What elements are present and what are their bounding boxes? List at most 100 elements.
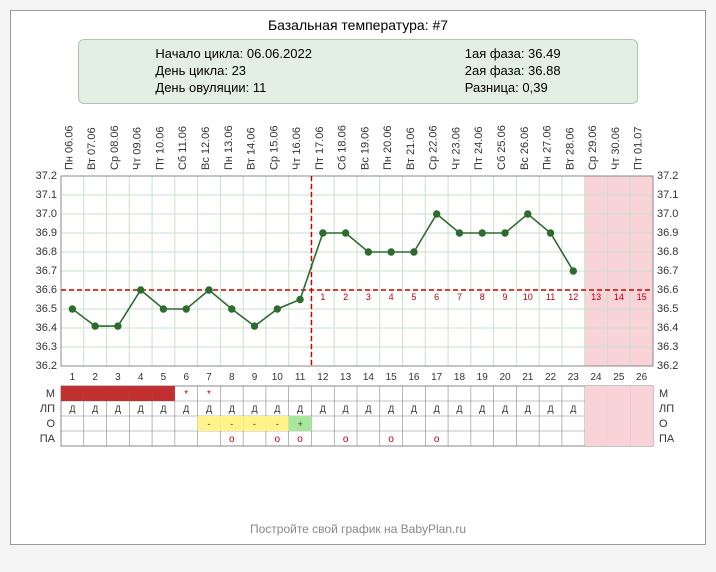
svg-text:8: 8 (480, 292, 485, 302)
svg-text:Вт 21.06: Вт 21.06 (405, 127, 417, 170)
svg-text:9: 9 (502, 292, 507, 302)
svg-text:19: 19 (477, 372, 489, 383)
svg-text:Пн 13.06: Пн 13.06 (223, 125, 235, 170)
svg-text:36.4: 36.4 (657, 322, 678, 334)
svg-text:-: - (208, 419, 211, 429)
svg-text:Д: Д (206, 404, 212, 414)
svg-text:36.3: 36.3 (657, 341, 678, 353)
svg-text:Пн 20.06: Пн 20.06 (382, 125, 394, 170)
svg-text:Д: Д (388, 404, 394, 414)
svg-text:1: 1 (70, 372, 76, 383)
svg-text:21: 21 (522, 372, 534, 383)
svg-text:Д: Д (434, 404, 440, 414)
svg-text:Чт 09.06: Чт 09.06 (132, 127, 144, 170)
svg-text:11: 11 (295, 372, 306, 383)
svg-text:15: 15 (386, 372, 398, 383)
svg-text:o: o (388, 434, 394, 445)
svg-text:Ср 29.06: Ср 29.06 (587, 125, 599, 170)
svg-text:o: o (297, 434, 303, 445)
svg-text:37.0: 37.0 (657, 208, 678, 220)
svg-text:13: 13 (340, 372, 352, 383)
svg-text:О: О (46, 418, 55, 430)
info-right: 1ая фаза: 36.49 2ая фаза: 36.88 Разница:… (465, 46, 561, 97)
svg-text:1: 1 (320, 292, 325, 302)
svg-text:25: 25 (613, 372, 625, 383)
svg-text:15: 15 (637, 292, 647, 302)
chart-area: 36.236.236.336.336.436.436.536.536.636.6… (19, 116, 697, 516)
svg-text:*: * (184, 389, 188, 400)
svg-text:17: 17 (431, 372, 443, 383)
svg-text:5: 5 (161, 372, 167, 383)
svg-text:5: 5 (411, 292, 416, 302)
svg-text:36.4: 36.4 (36, 322, 57, 334)
info-diff: Разница: 0,39 (465, 80, 561, 97)
svg-text:37.1: 37.1 (36, 189, 57, 201)
svg-text:Д: Д (411, 404, 417, 414)
svg-text:14: 14 (614, 292, 624, 302)
info-cycle-start: Начало цикла: 06.06.2022 (155, 46, 312, 63)
svg-text:ЛП: ЛП (659, 403, 674, 415)
svg-text:6: 6 (434, 292, 439, 302)
svg-text:9: 9 (252, 372, 258, 383)
svg-text:12: 12 (317, 372, 329, 383)
svg-text:20: 20 (499, 372, 511, 383)
info-box: Начало цикла: 06.06.2022 День цикла: 23 … (78, 39, 638, 104)
svg-text:Ср 08.06: Ср 08.06 (109, 125, 121, 170)
svg-text:Вс 26.06: Вс 26.06 (519, 126, 531, 169)
svg-text:Чт 30.06: Чт 30.06 (610, 127, 622, 170)
svg-text:36.9: 36.9 (657, 227, 678, 239)
svg-text:37.0: 37.0 (36, 208, 57, 220)
svg-text:22: 22 (545, 372, 557, 383)
svg-text:Пн 27.06: Пн 27.06 (542, 125, 554, 170)
chart-title: Базальная температура: #7 (19, 17, 697, 33)
svg-text:36.5: 36.5 (36, 303, 57, 315)
svg-text:10: 10 (272, 372, 284, 383)
svg-text:ПА: ПА (40, 433, 56, 445)
svg-text:Вт 07.06: Вт 07.06 (86, 127, 98, 170)
svg-text:+: + (297, 419, 302, 429)
svg-text:Ср 22.06: Ср 22.06 (428, 125, 440, 170)
svg-text:Д: Д (502, 404, 508, 414)
svg-text:12: 12 (568, 292, 578, 302)
svg-text:o: o (434, 434, 440, 445)
svg-text:7: 7 (206, 372, 212, 383)
svg-text:8: 8 (229, 372, 235, 383)
svg-text:36.3: 36.3 (36, 341, 57, 353)
svg-text:Пт 10.06: Пт 10.06 (154, 126, 166, 170)
svg-text:Д: Д (160, 404, 166, 414)
svg-text:ПА: ПА (659, 433, 675, 445)
svg-text:4: 4 (138, 372, 144, 383)
svg-text:Д: Д (547, 404, 553, 414)
svg-text:Д: Д (456, 404, 462, 414)
footer-text: Постройте свой график на BabyPlan.ru (19, 522, 697, 536)
svg-text:2: 2 (92, 372, 98, 383)
svg-text:Сб 18.06: Сб 18.06 (337, 125, 349, 170)
svg-text:Сб 11.06: Сб 11.06 (177, 126, 189, 170)
svg-text:o: o (275, 434, 281, 445)
info-phase1: 1ая фаза: 36.49 (465, 46, 561, 63)
svg-text:Вт 28.06: Вт 28.06 (564, 127, 576, 170)
svg-text:Д: Д (343, 404, 349, 414)
svg-text:Д: Д (138, 404, 144, 414)
svg-text:6: 6 (183, 372, 189, 383)
svg-text:o: o (343, 434, 349, 445)
svg-text:36.7: 36.7 (657, 265, 678, 277)
svg-text:2: 2 (343, 292, 348, 302)
svg-text:Сб 25.06: Сб 25.06 (496, 125, 508, 170)
svg-text:37.2: 37.2 (36, 170, 57, 182)
svg-text:Д: Д (92, 404, 98, 414)
svg-text:10: 10 (523, 292, 533, 302)
svg-text:Д: Д (183, 404, 189, 414)
svg-text:36.6: 36.6 (657, 284, 678, 296)
info-phase2: 2ая фаза: 36.88 (465, 63, 561, 80)
bbt-chart: 36.236.236.336.336.436.436.536.536.636.6… (19, 116, 695, 516)
svg-text:Пт 24.06: Пт 24.06 (473, 126, 485, 170)
svg-text:3: 3 (366, 292, 371, 302)
svg-text:13: 13 (591, 292, 601, 302)
svg-text:36.9: 36.9 (36, 227, 57, 239)
svg-text:36.8: 36.8 (657, 246, 678, 258)
svg-text:11: 11 (546, 292, 555, 302)
svg-text:Д: Д (320, 404, 326, 414)
svg-text:36.8: 36.8 (36, 246, 57, 258)
svg-text:ЛП: ЛП (40, 403, 55, 415)
